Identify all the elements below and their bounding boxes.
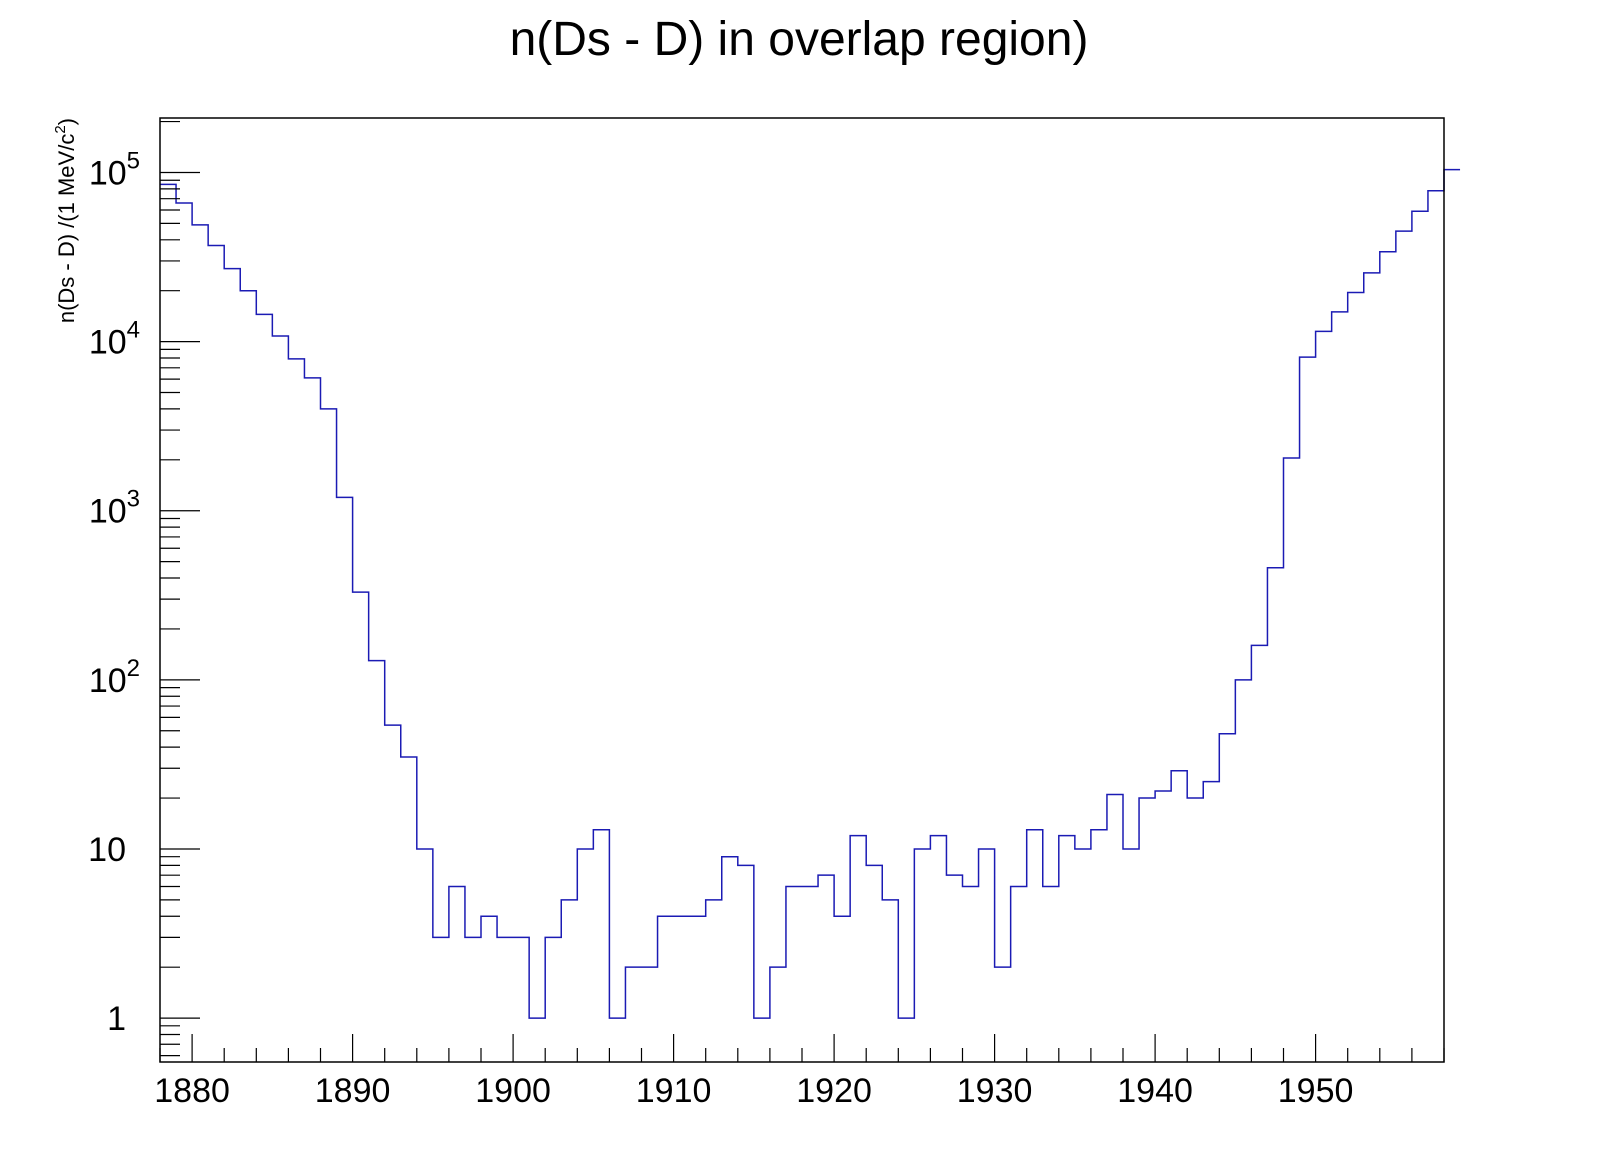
y-tick-label: 1: [107, 1000, 126, 1038]
y-tick-label-base: 10: [89, 324, 127, 362]
y-axis-label-close: ): [54, 118, 79, 125]
y-tick-label: 102: [89, 655, 140, 700]
x-tick-label: 1920: [796, 1072, 872, 1110]
y-tick-label: 10: [88, 831, 126, 869]
x-tick-label: 1930: [957, 1072, 1033, 1110]
y-tick-label-exponent: 4: [127, 317, 140, 344]
y-tick-label: 104: [89, 317, 140, 362]
y-tick-label-exponent: 5: [127, 147, 140, 174]
y-tick-label-base: 10: [89, 154, 127, 192]
y-axis-label-superscript: 2: [52, 125, 69, 133]
y-axis-label-main: n(Ds - D) /(1 MeV/c: [54, 134, 79, 323]
x-tick-label: 1950: [1278, 1072, 1354, 1110]
x-axis: 1880 1890 1900 1910 1920 1930 1940 1950: [154, 1034, 1445, 1110]
x-tick-label: 1910: [636, 1072, 712, 1110]
y-tick-label-base: 10: [89, 662, 127, 700]
y-axis-label: n(Ds - D) /(1 MeV/c2): [52, 118, 79, 323]
y-tick-label-exponent: 2: [127, 655, 140, 682]
y-tick-label: 105: [89, 147, 140, 192]
chart-title: n(Ds - D) in overlap region): [510, 13, 1089, 66]
x-tick-label: 1900: [475, 1072, 551, 1110]
histogram-series-line: [160, 168, 1461, 1019]
x-tick-label: 1880: [154, 1072, 230, 1110]
y-tick-label: 103: [89, 486, 140, 531]
x-tick-label: 1890: [315, 1072, 391, 1110]
x-tick-label: 1940: [1117, 1072, 1193, 1110]
y-tick-label-base: 10: [89, 493, 127, 531]
y-tick-label-exponent: 3: [127, 486, 140, 513]
